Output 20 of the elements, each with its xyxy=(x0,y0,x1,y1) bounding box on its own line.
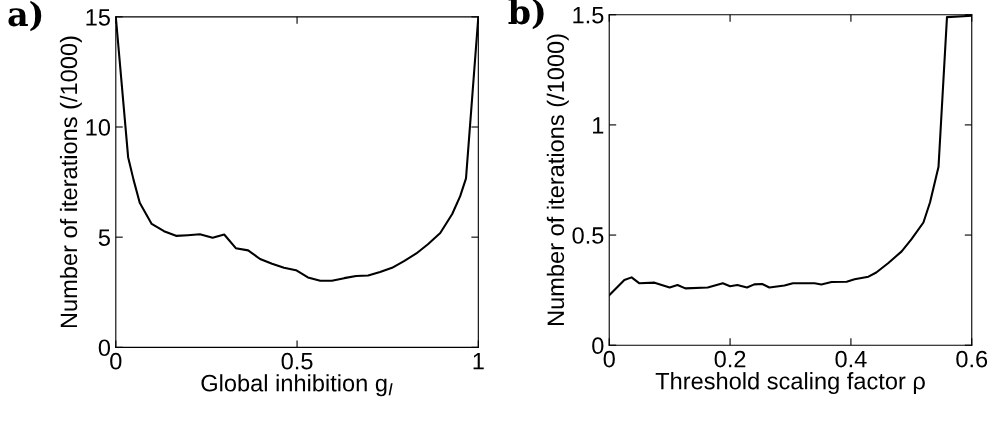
y-axis-title: Number of iterations (/1000) xyxy=(546,34,569,326)
y-tick-label: 15 xyxy=(86,9,110,26)
x-tick-label: 0.5 xyxy=(281,352,313,370)
chart-title: a) xyxy=(8,0,42,32)
x-axis-title: Threshold scaling factor ρ xyxy=(655,372,925,395)
y-tick-label: 0.5 xyxy=(572,227,604,244)
x-tick-label: 0.6 xyxy=(956,350,988,368)
x-axis-title: Global inhibition g$_{I}$ xyxy=(201,374,393,397)
y-tick-label: 0 xyxy=(592,337,604,355)
y-tick-label: 1 xyxy=(593,117,604,134)
y-tick-label: 0 xyxy=(98,339,111,357)
x-tick-label: 0.4 xyxy=(835,350,867,368)
y-tick-label: 1.5 xyxy=(573,7,604,24)
x-tick-label: 0 xyxy=(603,350,615,368)
x-tick-label: 0.2 xyxy=(714,350,746,368)
y-tick-label: 10 xyxy=(86,119,111,136)
y-axis-title: Number of iterations (/1000) xyxy=(59,36,82,328)
y-tick-label: 5 xyxy=(98,229,110,246)
x-tick-label: 1 xyxy=(473,353,484,370)
x-tick-label: 0 xyxy=(110,352,122,370)
